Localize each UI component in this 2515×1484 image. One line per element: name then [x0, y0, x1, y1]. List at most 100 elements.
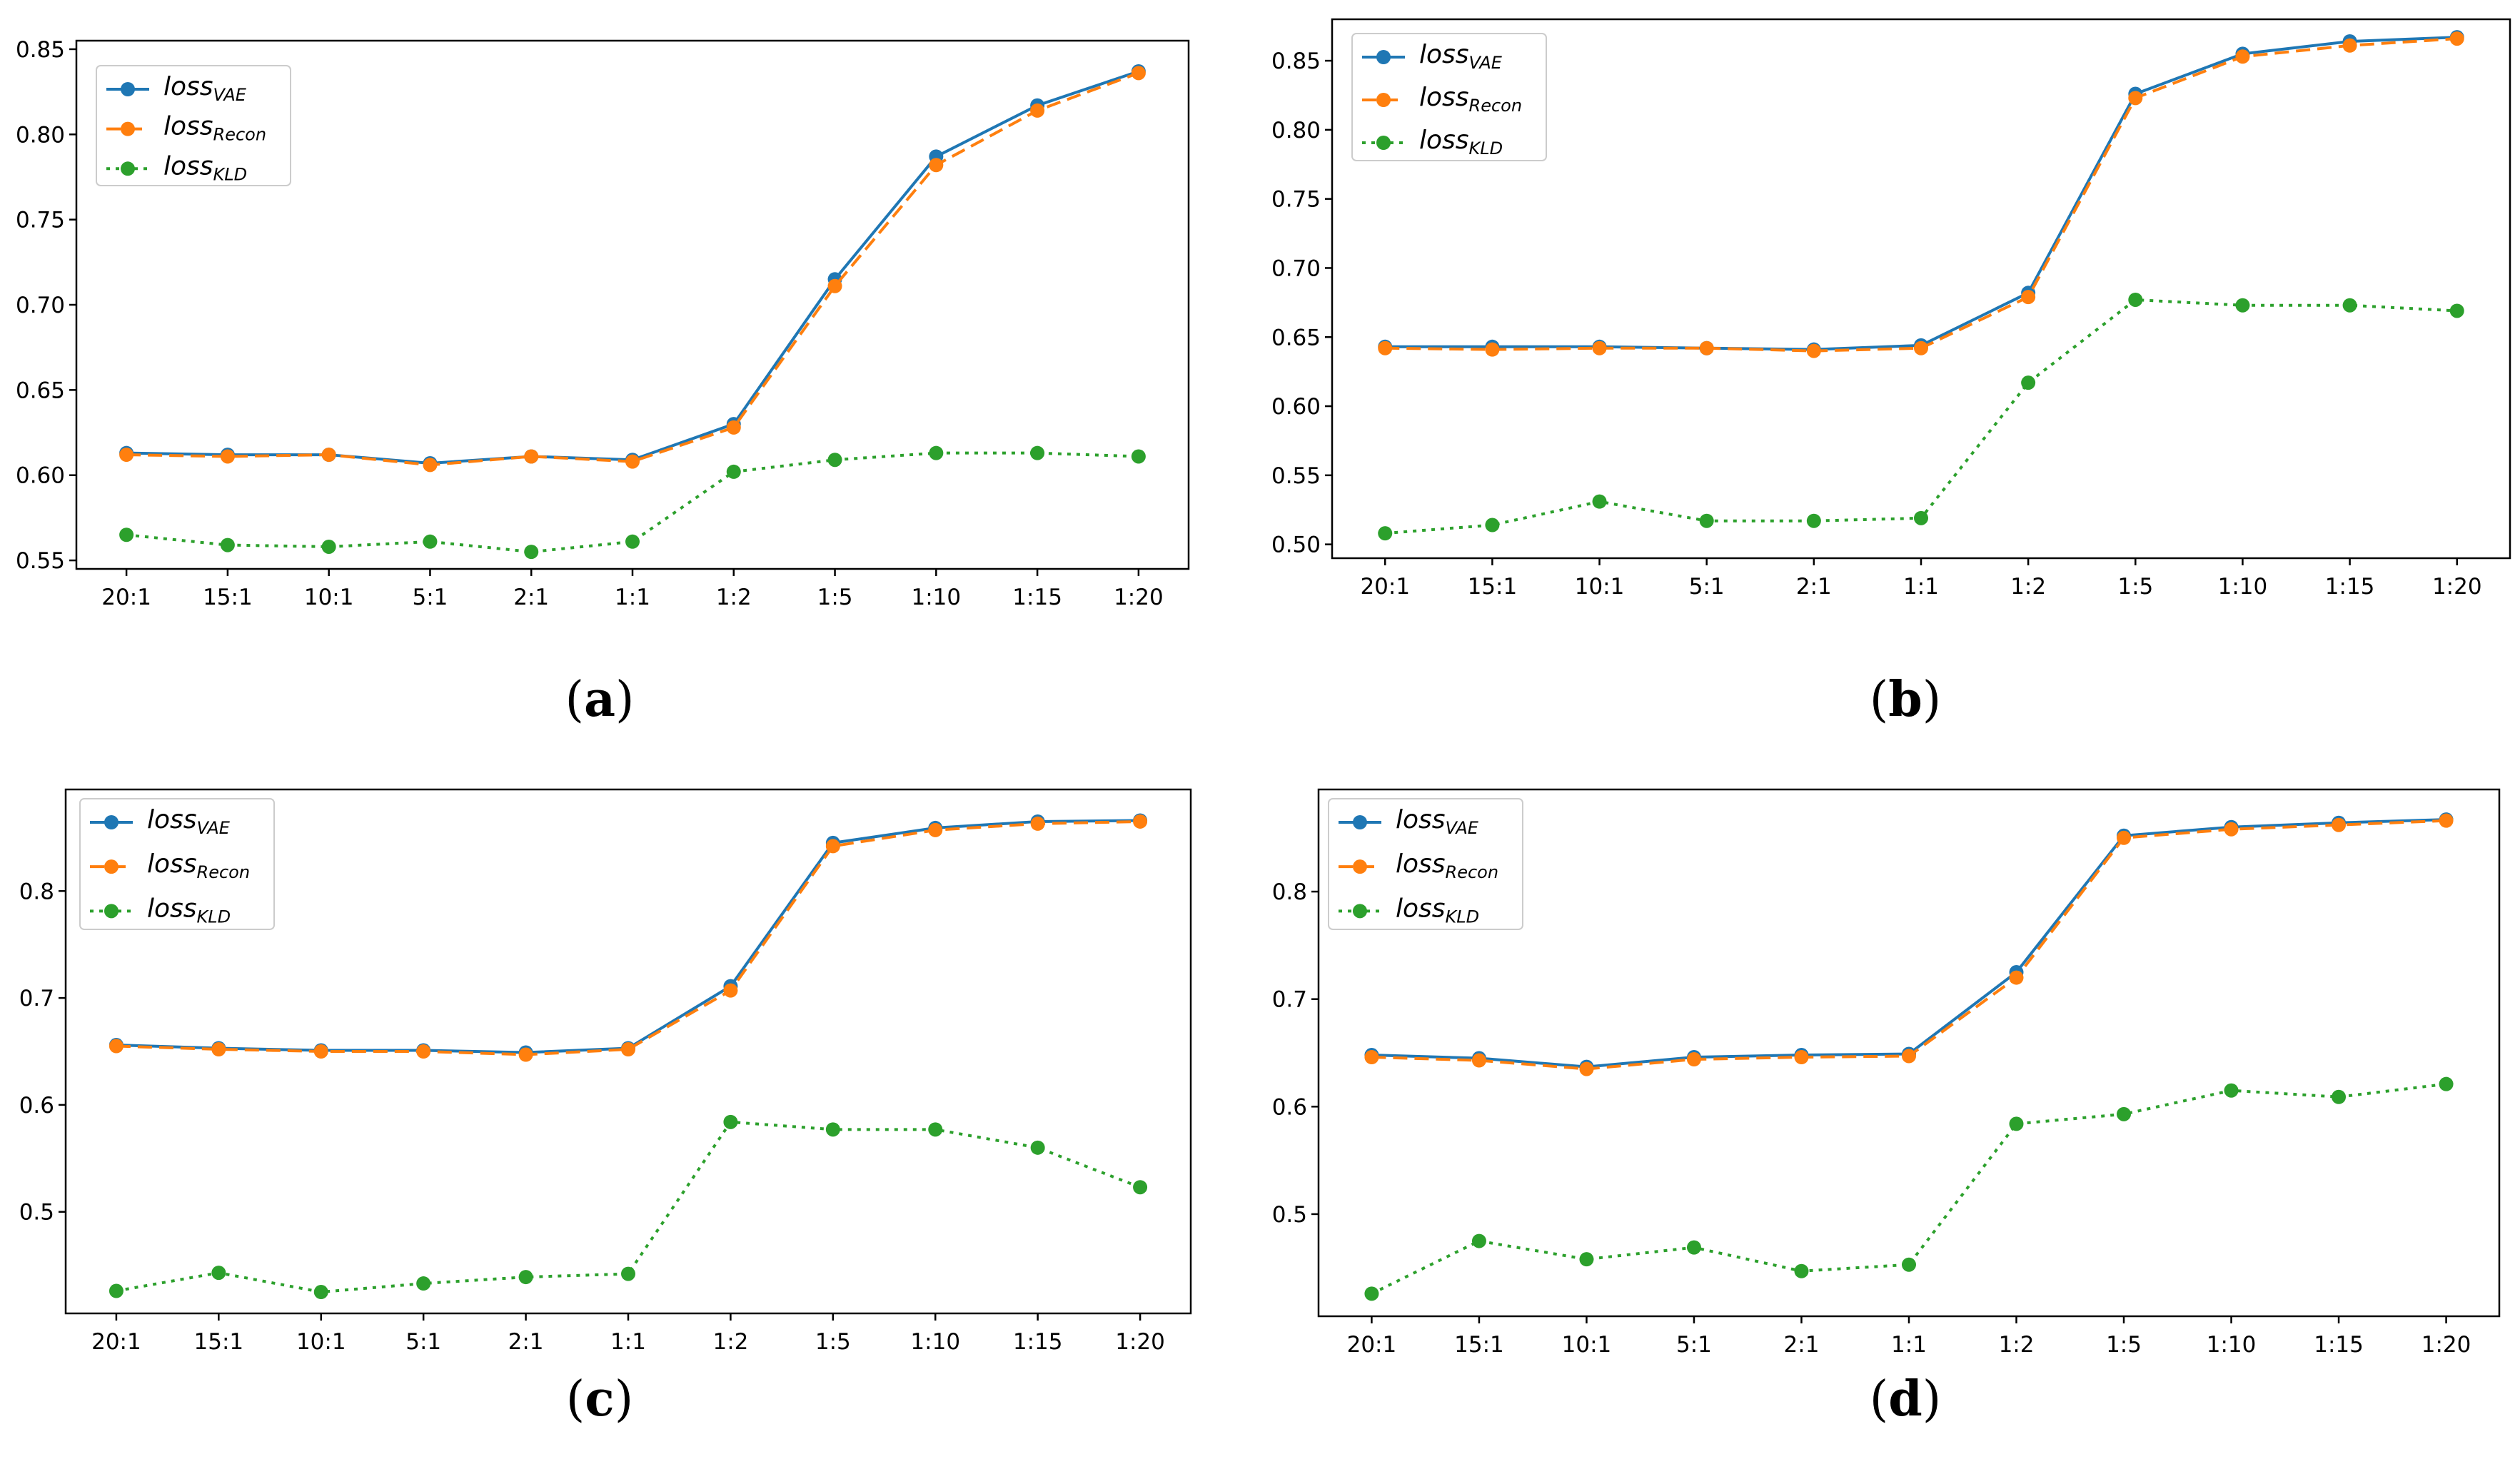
data-point-recon [321, 448, 336, 463]
data-point-kld [524, 545, 539, 560]
x-tick-label: 2:1 [1796, 574, 1832, 600]
legend-marker-recon [104, 859, 119, 874]
data-point-kld [2449, 303, 2464, 318]
data-point-kld [211, 1266, 226, 1281]
x-tick-label: 5:1 [405, 1329, 441, 1355]
data-point-kld [825, 1122, 840, 1137]
chart-d: 0.5 0.6 0.7 0.8 20:1 15:1 10:1 5:1 2:1 1:1 1:2 1:5 1… [1272, 788, 2501, 1358]
data-point-recon [2009, 970, 2024, 985]
legend-box [1328, 798, 1523, 930]
x-tick-label: 1:1 [1891, 1332, 1927, 1358]
data-point-kld [220, 537, 235, 552]
data-point-recon [1471, 1053, 1486, 1068]
data-point-recon [825, 839, 840, 854]
legend-marker-kld [1353, 904, 1367, 919]
x-tick-label: 2:1 [508, 1329, 544, 1355]
y-tick-label: 0.8 [19, 879, 54, 904]
legend-label-kld: lossKLD [1419, 126, 1503, 158]
data-point-recon [313, 1044, 328, 1059]
data-point-kld [1030, 1140, 1045, 1155]
data-point-kld [518, 1270, 533, 1285]
y-tick-label: 0.7 [1272, 987, 1307, 1013]
x-tick-label: 1:5 [2106, 1332, 2142, 1358]
x-tick-label: 20:1 [1360, 574, 1410, 600]
y-tick-label: 0.7 [19, 986, 54, 1011]
data-point-kld [109, 1283, 124, 1298]
data-point-recon [524, 449, 539, 464]
data-point-kld [625, 534, 640, 549]
data-point-kld [2224, 1083, 2239, 1098]
data-point-kld [929, 445, 944, 460]
data-point-recon [211, 1042, 226, 1057]
data-point-kld [1378, 526, 1393, 541]
x-tick-label: 1:2 [1999, 1332, 2035, 1358]
data-point-recon [1485, 342, 1500, 357]
x-tick-label: 15:1 [194, 1329, 244, 1355]
data-point-kld [2021, 375, 2036, 390]
y-tick-label: 0.50 [1271, 532, 1321, 558]
legend-marker-vae [1353, 815, 1367, 829]
y-tick-label: 0.8 [1272, 879, 1307, 905]
x-tick-label: 10:1 [304, 585, 354, 610]
data-point-kld [1914, 510, 1928, 525]
data-point-recon [1131, 66, 1146, 81]
data-point-recon [1699, 340, 1714, 355]
legend-label-recon: lossRecon [147, 849, 250, 882]
data-point-recon [1579, 1061, 1594, 1076]
y-tick-label: 0.55 [16, 548, 65, 574]
legend-box [1351, 33, 1547, 161]
x-tick-label: 1:1 [610, 1329, 646, 1355]
legend-box [96, 65, 291, 186]
legend-marker-vae [1376, 50, 1391, 64]
legend-label-vae: lossVAE [163, 72, 247, 105]
legend-marker-vae [104, 815, 119, 829]
data-point-recon [1030, 816, 1045, 831]
data-point-recon [423, 458, 438, 473]
legend-label-vae: lossVAE [1419, 40, 1503, 73]
data-point-recon [109, 1039, 124, 1054]
x-tick-label: 20:1 [91, 1329, 141, 1355]
data-point-kld [416, 1276, 431, 1291]
x-tick-label: 1:20 [1114, 585, 1164, 610]
series-line-recon [116, 819, 1141, 1056]
data-point-recon [1902, 1049, 1916, 1064]
y-tick-label: 0.6 [19, 1093, 54, 1119]
x-tick-label: 1:20 [2421, 1332, 2471, 1358]
x-tick-label: 1:15 [1013, 1329, 1063, 1355]
data-point-recon [723, 983, 738, 998]
y-tick-label: 0.85 [1271, 49, 1321, 74]
x-tick-label: 20:1 [1347, 1332, 1397, 1358]
x-tick-label: 2:1 [513, 585, 549, 610]
y-tick-label: 0.60 [1271, 394, 1321, 420]
data-point-kld [723, 1114, 738, 1129]
series-line-kld [1371, 1082, 2446, 1296]
x-tick-label: 1:15 [2314, 1332, 2364, 1358]
data-point-kld [119, 528, 134, 542]
y-tick-label: 0.85 [16, 37, 65, 63]
x-tick-label: 1:1 [1903, 574, 1939, 600]
y-tick-label: 0.75 [16, 208, 65, 233]
data-point-recon [2224, 822, 2239, 837]
data-point-kld [1794, 1263, 1809, 1278]
data-point-recon [2021, 290, 2036, 305]
data-point-recon [2449, 31, 2464, 46]
data-point-recon [621, 1042, 635, 1057]
data-point-recon [1378, 340, 1393, 355]
y-tick-label: 0.75 [1271, 187, 1321, 213]
x-tick-label: 5:1 [1676, 1332, 1712, 1358]
x-tick-label: 5:1 [1689, 574, 1725, 600]
legend-label-kld: lossKLD [1396, 894, 1479, 927]
data-point-kld [2342, 298, 2357, 313]
data-point-recon [1592, 340, 1607, 355]
data-point-recon [416, 1044, 431, 1059]
data-point-recon [1364, 1050, 1379, 1065]
data-point-recon [1133, 814, 1148, 829]
data-point-recon [2439, 813, 2454, 828]
legend-label-vae: lossVAE [1396, 805, 1479, 838]
caption-c: (c) [565, 1371, 634, 1428]
caption-d: (d) [1869, 1371, 1942, 1428]
data-point-kld [313, 1285, 328, 1300]
x-tick-label: 5:1 [412, 585, 448, 610]
x-tick-label: 1:10 [910, 1329, 960, 1355]
data-point-recon [1030, 103, 1045, 118]
